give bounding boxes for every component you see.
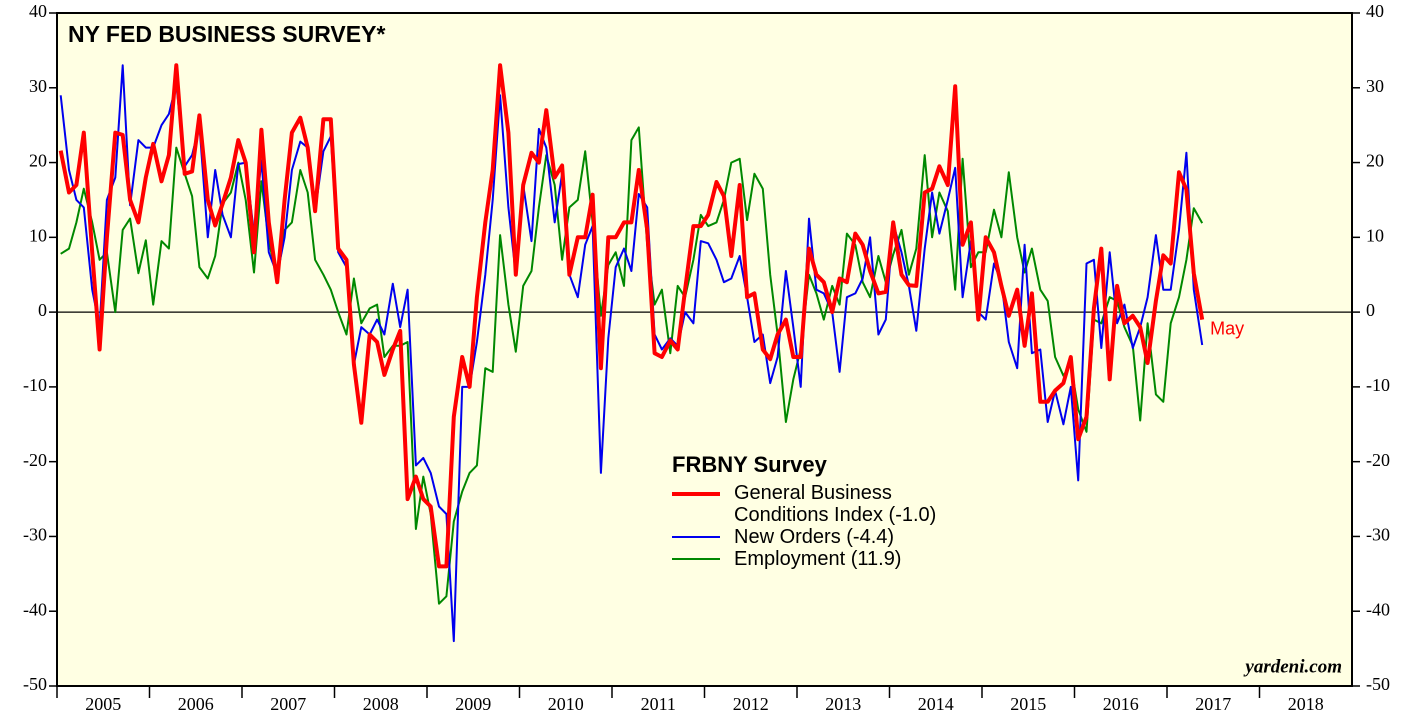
- x-tick-label: 2009: [455, 694, 491, 714]
- x-tick-label: 2018: [1288, 694, 1324, 714]
- y-tick-label: -30: [23, 525, 47, 545]
- x-tick-label: 2016: [1103, 694, 1139, 714]
- legend-label: New Orders (-4.4): [734, 526, 895, 548]
- y-tick-label: -40: [23, 599, 47, 619]
- y2-tick-label: -30: [1366, 525, 1390, 545]
- y-tick-label: 0: [38, 300, 47, 320]
- y2-tick-label: -50: [1366, 674, 1390, 694]
- y-tick-label: -10: [23, 375, 47, 395]
- legend-swatch: [672, 536, 720, 538]
- annotation: May: [1210, 318, 1244, 338]
- x-tick-label: 2010: [548, 694, 584, 714]
- y-tick-label: 20: [29, 151, 47, 171]
- x-tick-label: 2007: [270, 694, 306, 714]
- y2-tick-label: 0: [1366, 300, 1375, 320]
- legend-title: FRBNY Survey: [672, 452, 827, 477]
- y-tick-label: 10: [29, 225, 47, 245]
- legend-item: Employment (11.9): [672, 548, 972, 570]
- x-tick-label: 2005: [85, 694, 121, 714]
- y2-tick-label: 20: [1366, 151, 1384, 171]
- legend-label: Employment (11.9): [734, 548, 902, 570]
- x-tick-label: 2014: [918, 694, 954, 714]
- legend-item: New Orders (-4.4): [672, 526, 972, 548]
- x-tick-label: 2012: [733, 694, 769, 714]
- x-tick-label: 2008: [363, 694, 399, 714]
- legend-label: General Business Conditions Index (-1.0): [734, 482, 937, 526]
- x-tick-label: 2011: [641, 694, 676, 714]
- y2-tick-label: 30: [1366, 76, 1384, 96]
- y2-tick-label: 40: [1366, 1, 1384, 21]
- legend-item: General Business Conditions Index (-1.0): [672, 482, 972, 526]
- x-tick-label: 2015: [1010, 694, 1046, 714]
- y-tick-label: 30: [29, 76, 47, 96]
- y-tick-label: 40: [29, 1, 47, 21]
- series-line: [58, 63, 1205, 569]
- x-tick-label: 2013: [825, 694, 861, 714]
- x-tick-label: 2006: [178, 694, 214, 714]
- x-tick-label: 2017: [1195, 694, 1231, 714]
- y2-tick-label: -40: [1366, 599, 1390, 619]
- y-tick-label: -50: [23, 674, 47, 694]
- y2-tick-label: -10: [1366, 375, 1390, 395]
- legend-swatch: [672, 492, 720, 496]
- chart-title: NY FED BUSINESS SURVEY*: [68, 21, 385, 47]
- series-line: [60, 126, 1204, 605]
- y2-tick-label: 10: [1366, 225, 1384, 245]
- plot-area: [57, 13, 1352, 686]
- source: yardeni.com: [1243, 656, 1342, 677]
- legend: FRBNY Survey General Business Conditions…: [672, 452, 972, 570]
- legend-swatch: [672, 558, 720, 560]
- y2-tick-label: -20: [1366, 450, 1390, 470]
- y-tick-label: -20: [23, 450, 47, 470]
